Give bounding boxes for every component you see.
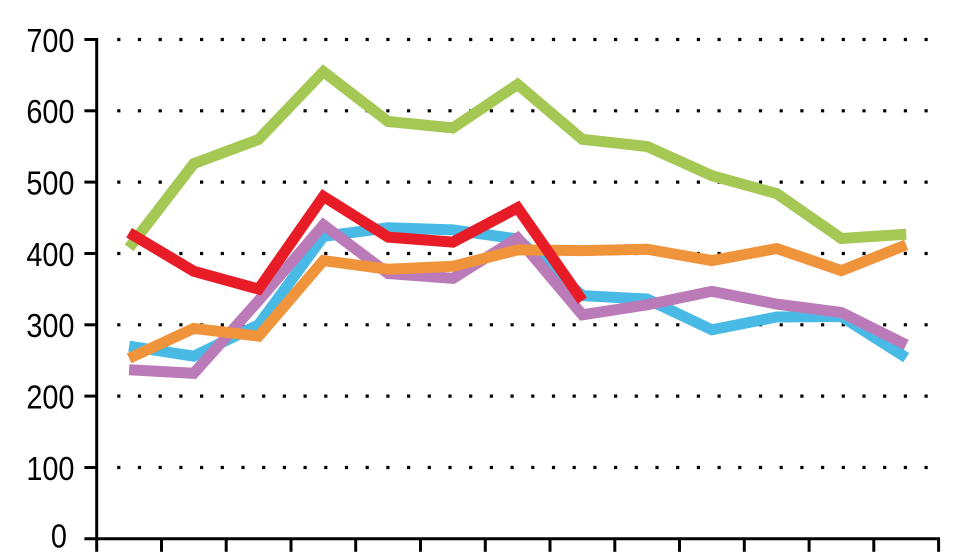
svg-text:700: 700 (26, 22, 74, 59)
svg-text:400: 400 (26, 236, 74, 273)
svg-text:100: 100 (26, 450, 74, 487)
svg-text:0: 0 (51, 518, 67, 552)
svg-text:600: 600 (26, 93, 74, 130)
svg-text:200: 200 (26, 379, 74, 416)
svg-text:300: 300 (26, 307, 74, 344)
svg-text:500: 500 (26, 165, 74, 202)
